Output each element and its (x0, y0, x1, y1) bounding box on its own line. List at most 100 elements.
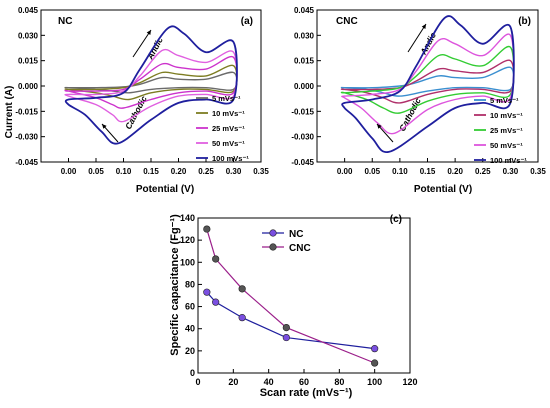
panel-b-anodic-arrowhead (421, 24, 426, 29)
panel-a-xtick-label: 0.05 (88, 167, 104, 176)
panel-b-xtick-label: 0.25 (475, 167, 491, 176)
panel-b-ytick-label: 0.015 (294, 57, 315, 66)
panel-a-xtick-label: 0.20 (171, 167, 187, 176)
panel-a-legend-label: 10 mVs⁻¹ (212, 109, 245, 118)
panel-b-legend-label: 100 mVs⁻¹ (490, 156, 527, 165)
panel-c-cnc-point (282, 324, 290, 332)
panel-c-legend-marker (269, 229, 277, 237)
panel-c-cnc-point (212, 255, 220, 263)
panel-b-anodic-arrow (407, 23, 427, 53)
panel-c-label: (c) (390, 214, 402, 225)
panel-a-cathodic-arrowhead (102, 124, 107, 129)
panel-a-series-5-loop (64, 25, 238, 145)
panel-c-nc-point (212, 298, 220, 306)
panel-b-xtick-label: 0.05 (364, 167, 380, 176)
panel-a-ytick-label: -0.045 (15, 158, 38, 167)
panel-a-ytick-label: 0.000 (18, 82, 39, 91)
panel-c-xtick-label: 0 (195, 377, 200, 387)
panel-b-legend-label: 10 mVs⁻¹ (490, 111, 523, 120)
panel-c-ytick-label: 140 (180, 213, 195, 223)
panel-b-xtick-label: 0.00 (337, 167, 353, 176)
panel-c-nc-point (203, 288, 211, 296)
panel-a-ytick-label: 0.015 (18, 57, 39, 66)
panel-b-xtick-label: 0.20 (447, 167, 463, 176)
panel-b-title: CNC (336, 16, 358, 27)
panel-a-ytick-label: 0.030 (18, 31, 39, 40)
panel-c-capacitance: Specific capacitance (Fg⁻¹) Scan rate (m… (169, 213, 418, 399)
panel-c-legend-marker (269, 243, 277, 251)
panel-b-series-5-loop (341, 15, 515, 153)
panel-a-ytick-label: 0.045 (18, 6, 39, 15)
panel-a-series-4-loop (64, 48, 238, 123)
panel-b-legend-label: 50 mVs⁻¹ (490, 141, 523, 150)
panel-c-ytick-label: 20 (185, 346, 195, 356)
panel-a-xtick-label: 0.10 (116, 167, 132, 176)
panel-a-xtick-label: 0.25 (198, 167, 214, 176)
panel-b-ytick-label: -0.015 (291, 107, 314, 116)
panel-a-legend-label: 5 mVs⁻¹ (212, 94, 241, 103)
panel-c-nc-point (371, 345, 379, 353)
panel-c-legend-label: NC (289, 229, 303, 240)
panel-c-ytick-label: 0 (190, 368, 195, 378)
panel-b-xtick-label: 0.35 (530, 167, 546, 176)
panel-b-series-2-loop (340, 59, 515, 104)
panel-b-xtick-label: 0.15 (420, 167, 436, 176)
panel-c-ytick-label: 80 (185, 279, 195, 289)
panel-b-xtick-label: 0.10 (392, 167, 408, 176)
panel-c-xtick-label: 120 (402, 377, 417, 387)
panel-b-ytick-label: -0.045 (291, 158, 314, 167)
panel-a-ytick-label: -0.030 (15, 133, 38, 142)
panel-c-xtick-label: 20 (228, 377, 238, 387)
panel-c-ytick-label: 120 (180, 235, 195, 245)
panel-a-title: NC (58, 16, 72, 27)
panel-a-nc: Current (A) Potential (V) NC (a) Andic C… (4, 6, 269, 195)
panel-b-ytick-label: -0.030 (291, 133, 314, 142)
panel-a-legend-label: 50 mVs⁻¹ (212, 139, 245, 148)
panel-c-xtick-label: 40 (264, 377, 274, 387)
panel-a-xtick-label: 0.00 (61, 167, 77, 176)
panel-a-xlabel: Potential (V) (136, 184, 194, 195)
panel-b-cnc: Potential (V) CNC (b) Andic Cathodic 0.0… (291, 6, 546, 195)
panel-c-nc-line (206, 291, 375, 350)
panel-a-legend-label: 100 mVs⁻¹ (212, 154, 249, 163)
panel-c-xtick-label: 100 (367, 377, 382, 387)
panel-c-ytick-label: 40 (185, 324, 195, 334)
panel-c-legend-label: CNC (289, 243, 311, 254)
panel-c-cnc-point (203, 225, 211, 233)
panel-c-xtick-label: 60 (299, 377, 309, 387)
panel-b-xlabel: Potential (V) (414, 184, 472, 195)
panel-b-ytick-label: 0.000 (294, 82, 315, 91)
panel-b-cathodic-arrowhead (377, 124, 382, 129)
panel-a-series-2-loop (64, 64, 238, 101)
panel-c-cnc-point (371, 359, 379, 367)
panel-a-xtick-label: 0.35 (253, 167, 269, 176)
panel-a-ylabel: Current (A) (4, 86, 15, 139)
panel-c-cnc-point (238, 285, 246, 293)
panel-b-ytick-label: 0.030 (294, 31, 315, 40)
panel-b-ytick-label: 0.045 (294, 6, 315, 15)
panel-c-nc-point (238, 314, 246, 322)
panel-b-xtick-label: 0.30 (503, 167, 519, 176)
panel-a-label: (a) (241, 16, 253, 27)
panel-b-cathodic-annotation: Cathodic (397, 96, 423, 133)
panel-a-ytick-label: -0.015 (15, 107, 38, 116)
panel-b-series-3-loop (340, 45, 515, 114)
panel-b-legend-label: 25 mVs⁻¹ (490, 126, 523, 135)
panel-c-xlabel: Scan rate (mVs⁻¹) (260, 387, 353, 399)
panel-a-series-3-loop (64, 55, 238, 109)
panel-c-frame (197, 217, 411, 374)
panel-b-legend-label: 5 mVs⁻¹ (490, 96, 519, 105)
panel-a-anodic-arrowhead (146, 30, 151, 35)
panel-a-xtick-label: 0.15 (143, 167, 159, 176)
panel-a-anodic-arrow (132, 29, 152, 58)
panel-c-xtick-label: 80 (334, 377, 344, 387)
panel-b-label: (b) (518, 16, 531, 27)
panel-a-legend-label: 25 mVs⁻¹ (212, 124, 245, 133)
panel-c-nc-point (282, 333, 290, 342)
panel-c-ytick-label: 100 (180, 257, 195, 267)
panel-a-xtick-label: 0.30 (226, 167, 242, 176)
panel-c-ylabel: Specific capacitance (Fg⁻¹) (169, 214, 181, 356)
panel-c-ytick-label: 60 (185, 302, 195, 312)
panel-b-series-4-loop (341, 33, 515, 135)
